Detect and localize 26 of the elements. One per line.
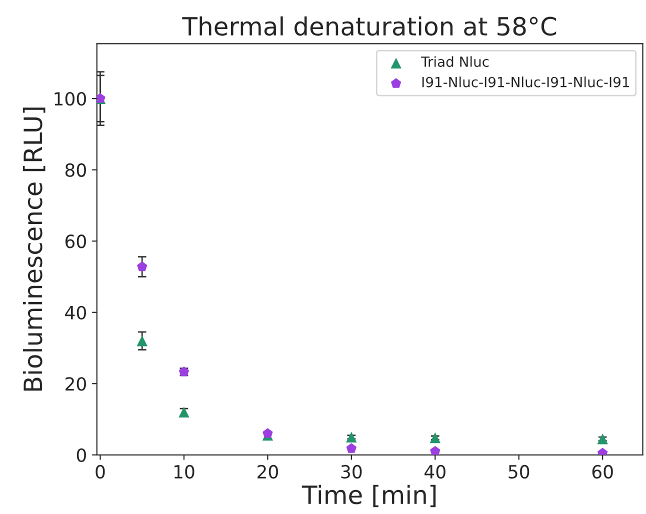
x-tick-label: 0 xyxy=(96,464,105,479)
y-tick-label: 60 xyxy=(65,234,86,248)
x-tick-label: 40 xyxy=(424,464,446,479)
chart-title: Thermal denaturation at 58°C xyxy=(182,16,556,36)
point xyxy=(597,433,608,444)
point xyxy=(430,432,441,444)
x-tick-label: 20 xyxy=(258,464,278,479)
x-tick-label: 10 xyxy=(174,464,194,479)
point xyxy=(346,432,357,442)
y-tick-label: 100 xyxy=(54,92,86,106)
y-tick-label: 20 xyxy=(66,377,86,391)
y-tick-label: 40 xyxy=(65,306,86,320)
x-tick-label: 60 xyxy=(592,464,613,479)
x-tick-label: 30 xyxy=(341,464,362,479)
y-tick-label: 0 xyxy=(76,448,86,462)
y-axis-title: Bioluminescence [RLU] xyxy=(22,108,46,391)
point xyxy=(136,335,148,346)
x-axis-title: Time [min] xyxy=(302,484,436,508)
point xyxy=(430,446,440,455)
legend-label: Triad Nluc xyxy=(421,56,489,67)
point xyxy=(346,443,357,453)
point xyxy=(136,261,148,272)
x-tick-label: 50 xyxy=(508,464,530,479)
point xyxy=(262,428,273,438)
y-tick-label: 80 xyxy=(65,163,86,177)
legend-label: I91-Nluc-I91-Nluc-I91-Nluc-I91 xyxy=(422,76,629,88)
